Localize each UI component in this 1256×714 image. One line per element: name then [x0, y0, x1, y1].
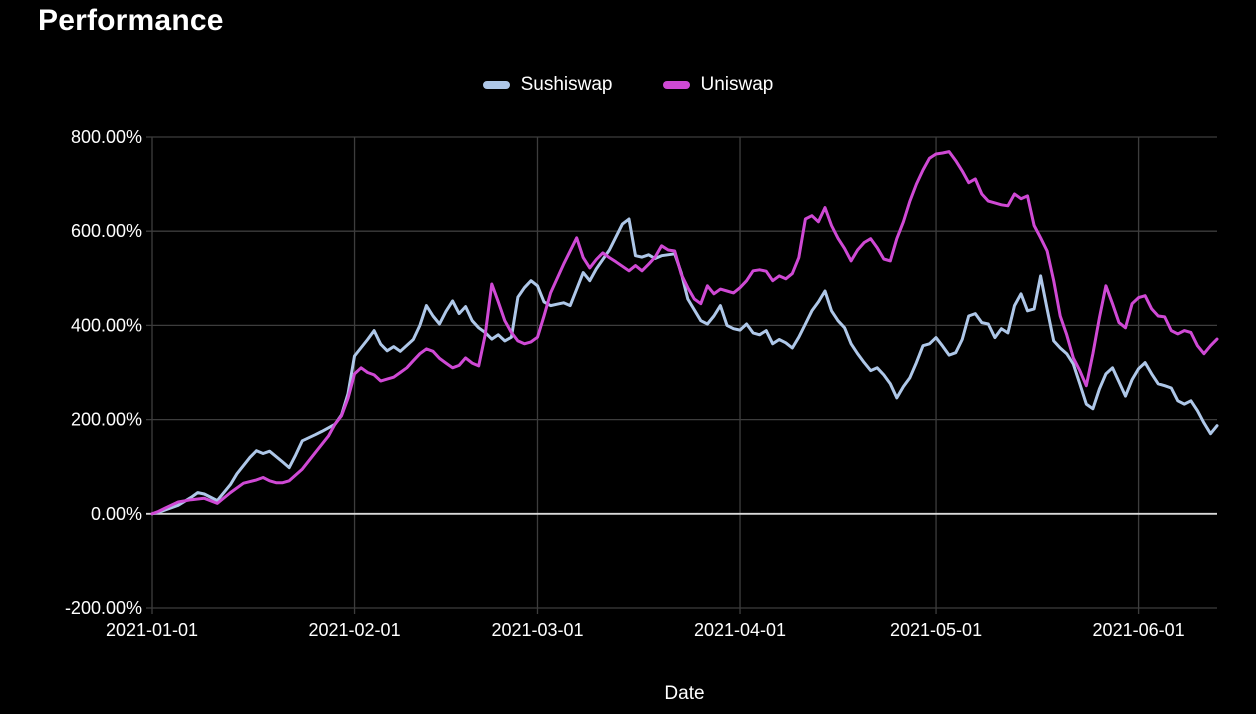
x-tick-label: 2021-02-01	[309, 620, 401, 640]
y-tick-label: 200.00%	[71, 410, 142, 430]
legend-label-uniswap: Uniswap	[700, 74, 774, 95]
series-line-uniswap	[150, 150, 1219, 516]
x-tick-label: 2021-01-01	[106, 620, 198, 640]
x-axis-title: Date	[664, 683, 704, 704]
y-tick-label: 400.00%	[71, 315, 142, 335]
x-tick-label: 2021-06-01	[1093, 620, 1185, 640]
y-tick-label: 0.00%	[91, 504, 142, 524]
legend-swatch-sushiswap	[482, 81, 510, 89]
legend-item-sushiswap[interactable]: Sushiswap	[482, 74, 613, 96]
y-tick-label: 800.00%	[71, 127, 142, 147]
legend: Sushiswap Uniswap	[0, 74, 1256, 96]
legend-item-uniswap[interactable]: Uniswap	[662, 74, 774, 96]
legend-swatch-uniswap	[662, 81, 690, 89]
series-line-sushiswap	[150, 217, 1219, 516]
x-tick-label: 2021-03-01	[491, 620, 583, 640]
x-tick-label: 2021-04-01	[694, 620, 786, 640]
x-tick-label: 2021-05-01	[890, 620, 982, 640]
y-tick-label: 600.00%	[71, 221, 142, 241]
chart-title: Performance	[38, 4, 224, 37]
legend-label-sushiswap: Sushiswap	[520, 74, 613, 95]
y-tick-label: -200.00%	[65, 598, 142, 618]
